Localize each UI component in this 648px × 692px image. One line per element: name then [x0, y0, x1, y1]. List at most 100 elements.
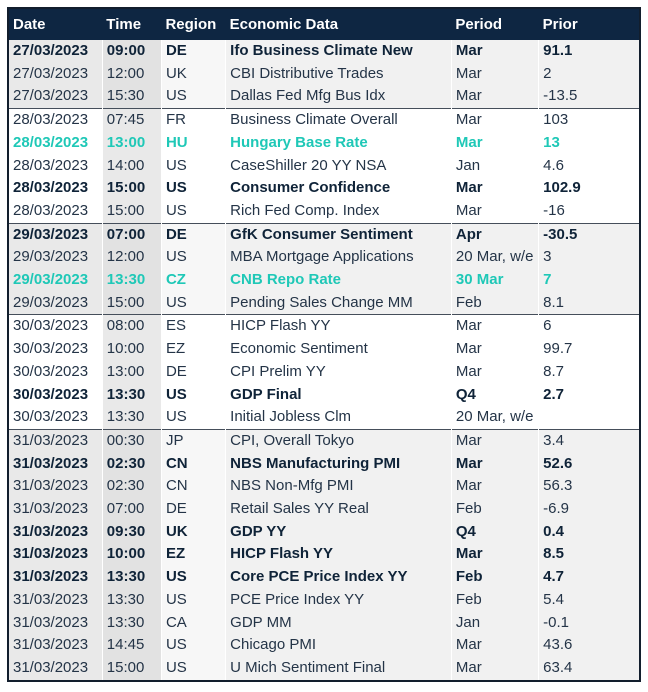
table-body: 27/03/2023 09:00 DE Ifo Business Climate Ne… — [8, 40, 640, 681]
region-cell: EZ — [161, 543, 227, 567]
table-header: Date Time Region Economic Data Period Pr… — [8, 8, 640, 40]
period-cell: Mar — [451, 428, 540, 453]
prior-cell: 8.1 — [538, 291, 640, 315]
table-row: 31/03/2023 13:30 US PCE Price Index YY Feb 5.… — [8, 588, 640, 612]
table-row: 30/03/2023 10:00 EZ Economic Sentiment Mar 99… — [8, 338, 640, 361]
economic-data-cell: Dallas Fed Mfg Bus Idx — [225, 85, 452, 109]
time-cell: 07:45 — [102, 108, 162, 132]
table-row: 31/03/2023 13:30 CA GDP MM Jan -0.1 — [8, 611, 640, 635]
prior-cell: -13.5 — [538, 85, 640, 109]
prior-cell: 102.9 — [538, 177, 640, 200]
time-cell: 02:30 — [102, 452, 162, 476]
period-cell: Jan — [451, 154, 540, 178]
table-row: 28/03/2023 07:45 FR Business Climate Overal… — [8, 108, 640, 132]
table-row: 27/03/2023 12:00 UK CBI Distributive Trades… — [8, 62, 640, 86]
economic-data-cell: Pending Sales Change MM — [225, 291, 452, 315]
region-cell: US — [161, 656, 227, 681]
prior-cell: 8.7 — [538, 360, 640, 384]
time-cell: 14:00 — [102, 154, 162, 178]
time-cell: 09:30 — [102, 520, 162, 544]
time-cell: 13:30 — [102, 588, 162, 612]
region-cell: US — [161, 566, 227, 589]
date-cell: 29/03/2023 — [8, 291, 103, 315]
table-row: 31/03/2023 09:30 UK GDP YY Q4 0.4 — [8, 520, 640, 544]
economic-data-cell: Rich Fed Comp. Index — [225, 199, 452, 224]
table-row: 31/03/2023 07:00 DE Retail Sales YY Real Feb… — [8, 498, 640, 521]
period-cell: Feb — [451, 588, 540, 612]
table-row: 28/03/2023 14:00 US CaseShiller 20 YY NSA Ja… — [8, 154, 640, 178]
period-cell: Q4 — [451, 520, 540, 544]
prior-cell: -30.5 — [538, 222, 640, 247]
date-cell: 31/03/2023 — [8, 520, 103, 544]
region-cell: FR — [161, 108, 227, 132]
economic-data-cell: GfK Consumer Sentiment — [225, 222, 452, 247]
date-cell: 28/03/2023 — [8, 108, 103, 132]
date-cell: 31/03/2023 — [8, 588, 103, 612]
time-cell: 13:00 — [102, 131, 162, 155]
time-cell: 09:00 — [102, 40, 162, 63]
date-cell: 28/03/2023 — [8, 131, 103, 155]
period-cell: Mar — [451, 634, 540, 657]
economic-data-cell: Retail Sales YY Real — [225, 498, 452, 521]
table-row: 30/03/2023 13:30 US GDP Final Q4 2.7 — [8, 383, 640, 407]
table-row: 31/03/2023 14:45 US Chicago PMI Mar 43.6 — [8, 634, 640, 657]
economic-data-cell: NBS Non-Mfg PMI — [225, 475, 452, 499]
prior-cell: 91.1 — [538, 40, 640, 63]
region-cell: US — [161, 406, 227, 430]
table-row: 31/03/2023 10:00 EZ HICP Flash YY Mar 8.5 — [8, 543, 640, 567]
economic-data-cell: GDP YY — [225, 520, 452, 544]
date-cell: 31/03/2023 — [8, 498, 103, 521]
prior-cell: 43.6 — [538, 634, 640, 657]
time-cell: 00:30 — [102, 428, 162, 453]
region-cell: US — [161, 383, 227, 407]
period-cell: Mar — [451, 131, 540, 155]
time-cell: 15:00 — [102, 177, 162, 200]
prior-cell: 52.6 — [538, 452, 640, 476]
table-row: 31/03/2023 02:30 CN NBS Manufacturing PMI Ma… — [8, 452, 640, 476]
period-cell: 30 Mar — [451, 269, 540, 292]
period-cell: Mar — [451, 314, 540, 339]
column-header-economic-data: Economic Data — [225, 8, 452, 40]
date-cell: 29/03/2023 — [8, 222, 103, 247]
prior-cell: 6 — [538, 314, 640, 339]
time-cell: 13:00 — [102, 360, 162, 384]
region-cell: US — [161, 199, 227, 224]
region-cell: US — [161, 634, 227, 657]
economic-data-cell: U Mich Sentiment Final — [225, 656, 452, 681]
period-cell: Mar — [451, 475, 540, 499]
time-cell: 13:30 — [102, 611, 162, 635]
region-cell: US — [161, 588, 227, 612]
date-cell: 27/03/2023 — [8, 85, 103, 109]
economic-data-cell: GDP MM — [225, 611, 452, 635]
date-cell: 30/03/2023 — [8, 314, 103, 339]
period-cell: Mar — [451, 108, 540, 132]
economic-data-cell: CBI Distributive Trades — [225, 62, 452, 86]
time-cell: 02:30 — [102, 475, 162, 499]
period-cell: Mar — [451, 452, 540, 476]
economic-data-cell: Economic Sentiment — [225, 338, 452, 361]
economic-data-cell: Hungary Base Rate — [225, 131, 452, 155]
region-cell: UK — [161, 62, 227, 86]
time-cell: 07:00 — [102, 498, 162, 521]
prior-cell: 4.7 — [538, 566, 640, 589]
prior-cell: 56.3 — [538, 475, 640, 499]
period-cell: Mar — [451, 40, 540, 63]
economic-data-cell: Consumer Confidence — [225, 177, 452, 200]
column-header-time: Time — [102, 8, 162, 40]
header-row: Date Time Region Economic Data Period Pr… — [8, 8, 640, 40]
date-cell: 31/03/2023 — [8, 656, 103, 681]
economic-data-cell: CaseShiller 20 YY NSA — [225, 154, 452, 178]
prior-cell: 0.4 — [538, 520, 640, 544]
time-cell: 12:00 — [102, 62, 162, 86]
region-cell: JP — [161, 428, 227, 453]
time-cell: 15:00 — [102, 291, 162, 315]
prior-cell: 3 — [538, 246, 640, 270]
period-cell: Q4 — [451, 383, 540, 407]
table-row: 28/03/2023 15:00 US Consumer Confidence Mar 1… — [8, 177, 640, 200]
period-cell: Mar — [451, 543, 540, 567]
table-row: 31/03/2023 00:30 JP CPI, Overall Tokyo Mar 3.… — [8, 428, 640, 453]
region-cell: ES — [161, 314, 227, 339]
region-cell: US — [161, 85, 227, 109]
prior-cell: 4.6 — [538, 154, 640, 178]
